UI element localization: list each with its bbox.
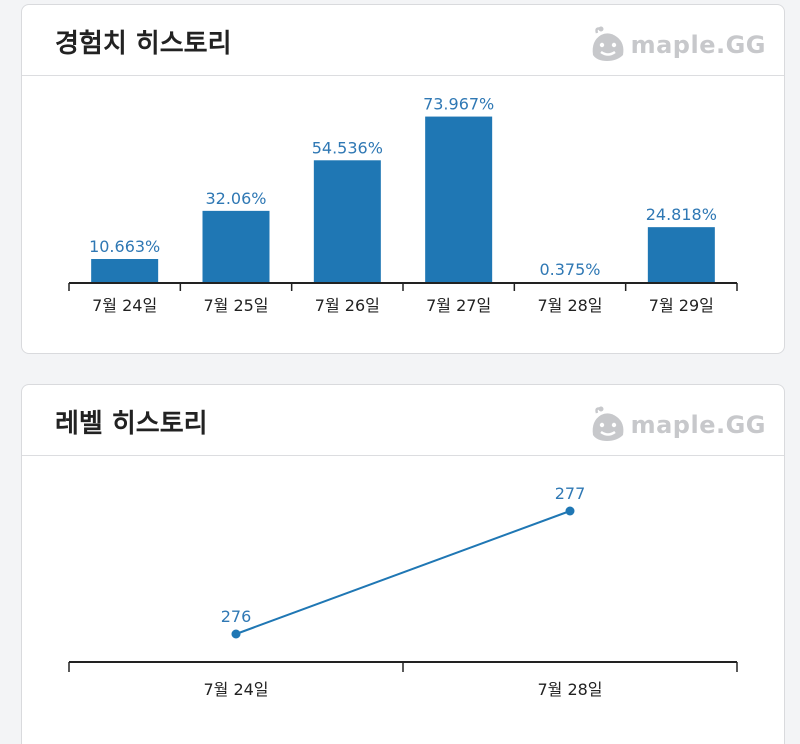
level-point-label: 277 xyxy=(555,484,586,503)
maplegg-brand: maple.GG xyxy=(587,25,766,65)
exp-bar xyxy=(91,259,159,283)
exp-history-title: 경험치 히스토리 xyxy=(55,29,232,59)
exp-x-tick-label: 7월 24일 xyxy=(92,296,157,315)
exp-x-tick-label: 7월 27일 xyxy=(426,296,491,315)
level-history-header: 레벨 히스토리 maple.GG xyxy=(22,385,784,456)
exp-bar-value-label: 0.375% xyxy=(539,260,600,279)
exp-bar xyxy=(647,227,715,283)
exp-bar-chart: 10.663% 7월 24일 32.06% 7월 25일 54.536% 7월 26일 73… xyxy=(68,95,738,315)
exp-history-card: 경험치 히스토리 maple.GG 10.663% 7월 24일 32.06% 7월 … xyxy=(21,4,785,354)
level-point xyxy=(231,629,241,639)
exp-x-tick-label: 7월 28일 xyxy=(537,296,602,315)
level-x-tick-label: 7월 24일 xyxy=(203,680,268,699)
maplegg-brand: maple.GG xyxy=(587,405,766,445)
level-series-line xyxy=(235,510,571,635)
level-history-card: 레벨 히스토리 maple.GG 276 7월 24일 277 7월 28일 xyxy=(21,384,785,744)
level-line-chart: 276 7월 24일 277 7월 28일 xyxy=(68,484,738,699)
level-point-label: 276 xyxy=(221,607,252,626)
exp-bar-value-label: 32.06% xyxy=(205,189,266,208)
exp-history-header: 경험치 히스토리 maple.GG xyxy=(22,5,784,76)
exp-bar xyxy=(202,210,270,283)
maplegg-brand-text: maple.GG xyxy=(630,31,766,59)
maple-mascot-icon xyxy=(592,406,623,441)
level-point xyxy=(565,506,575,516)
level-history-title: 레벨 히스토리 xyxy=(55,409,208,439)
exp-bar-value-label: 24.818% xyxy=(646,205,717,224)
exp-bar xyxy=(313,160,381,283)
maplegg-brand-text: maple.GG xyxy=(630,411,766,439)
level-x-tick-label: 7월 28일 xyxy=(537,680,602,699)
exp-x-tick-label: 7월 25일 xyxy=(203,296,268,315)
maple-mascot-icon xyxy=(592,26,623,61)
exp-bar xyxy=(425,116,493,283)
exp-x-tick-label: 7월 29일 xyxy=(649,296,714,315)
exp-x-tick-label: 7월 26일 xyxy=(315,296,380,315)
exp-bar-value-label: 73.967% xyxy=(423,95,494,114)
exp-bar-value-label: 10.663% xyxy=(89,237,160,256)
exp-bar-value-label: 54.536% xyxy=(312,138,383,157)
